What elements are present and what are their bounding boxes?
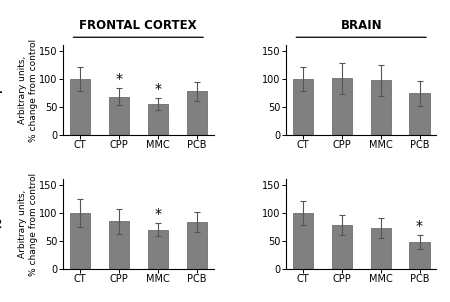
Bar <box>370 228 391 269</box>
Bar <box>187 222 207 269</box>
Text: *: * <box>416 219 423 233</box>
Bar <box>109 97 129 135</box>
Bar <box>70 79 90 135</box>
Text: *: * <box>115 72 122 86</box>
Bar <box>70 213 90 269</box>
Bar <box>293 79 313 135</box>
Bar <box>410 93 430 135</box>
Text: FRONTAL CORTEX: FRONTAL CORTEX <box>80 19 197 32</box>
Text: BRAIN: BRAIN <box>340 19 382 32</box>
Bar <box>109 221 129 269</box>
Bar <box>370 81 391 135</box>
Bar <box>148 230 168 269</box>
Bar <box>410 242 430 269</box>
Y-axis label: Arbitrary units,
% change from control: Arbitrary units, % change from control <box>18 38 37 142</box>
Y-axis label: Arbitrary units,
% change from control: Arbitrary units, % change from control <box>18 172 37 276</box>
Text: DNMT1: DNMT1 <box>0 83 4 97</box>
Bar <box>187 91 207 135</box>
Bar <box>148 104 168 135</box>
Text: MeCP2: MeCP2 <box>0 217 3 231</box>
Bar <box>293 213 313 269</box>
Bar <box>332 225 352 269</box>
Text: *: * <box>154 82 161 96</box>
Bar <box>332 78 352 135</box>
Text: *: * <box>154 207 161 221</box>
